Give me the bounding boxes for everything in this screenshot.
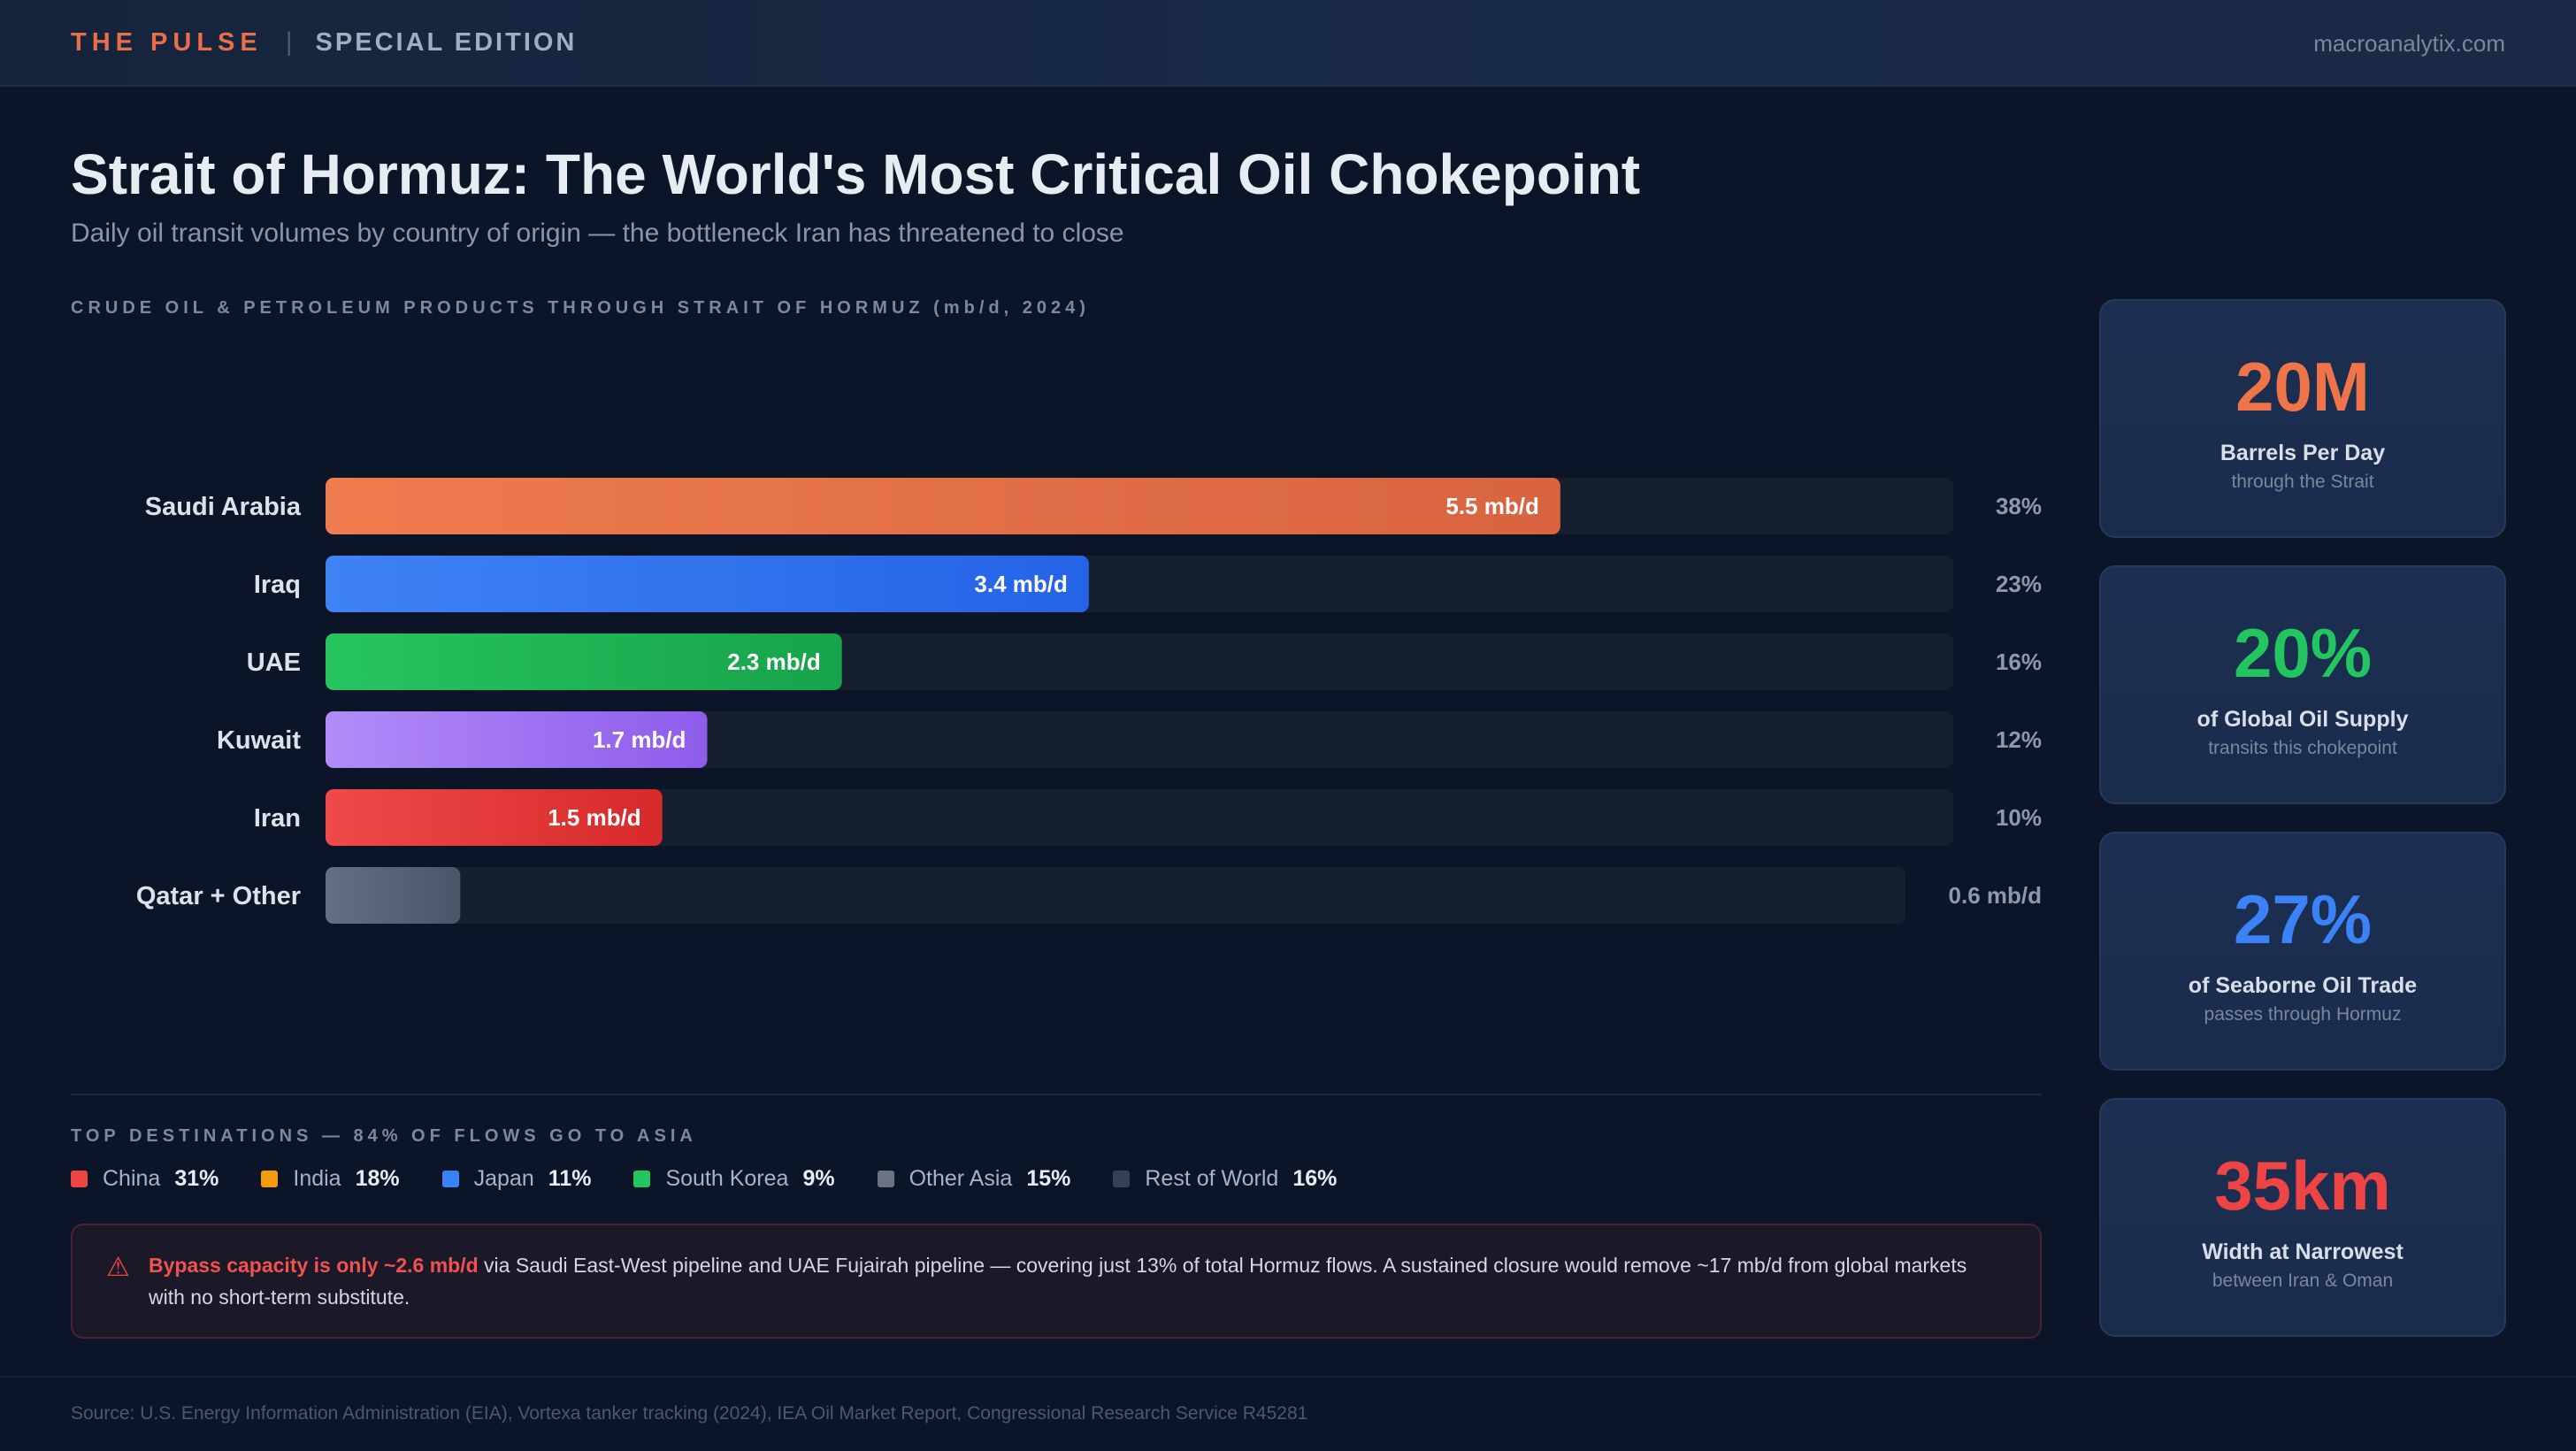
legend-swatch	[261, 1171, 279, 1187]
legend-name: Rest of World	[1145, 1166, 1279, 1191]
legend-name: Other Asia	[908, 1166, 1013, 1191]
bar-track	[326, 867, 1905, 924]
warning-icon: ⚠	[106, 1253, 130, 1282]
legend-value: 9%	[802, 1166, 835, 1191]
stat-value: 27%	[2233, 880, 2373, 958]
legend-name: India	[293, 1166, 341, 1191]
legend-item: Japan 11%	[441, 1166, 592, 1192]
stat-label: of Seaborne Oil Trade	[2188, 973, 2418, 998]
stat-sub: between Iran & Oman	[2212, 1271, 2394, 1291]
source-note: Source: U.S. Energy Information Administ…	[71, 1403, 1308, 1424]
destinations-legend: China 31% India 18% Japan 11% South Korea 9% Oth…	[71, 1166, 1379, 1192]
bar-share-label: 0.6 mb/d	[1949, 882, 2042, 909]
stat-card-seaborne-trade: 27% of Seaborne Oil Trade passes through…	[2099, 832, 2506, 1071]
bar-value-label: 5.5 mb/d	[1445, 493, 1538, 519]
bar-track	[326, 789, 1953, 846]
bar-track	[326, 711, 1953, 768]
bar	[326, 789, 663, 846]
bar-value-label: 3.4 mb/d	[974, 571, 1067, 597]
transit-bar-chart: Saudi Arabia 5.5 mb/d 38% Iraq 3.4 mb/d 23% UA…	[136, 478, 2042, 924]
page-subtitle: Daily oil transit volumes by country of …	[71, 219, 1124, 248]
bar-category-label: Iran	[254, 804, 301, 833]
bar-value-label: 2.3 mb/d	[727, 649, 820, 675]
stat-sub: transits this chokepoint	[2208, 738, 2397, 758]
legend-item: China 31%	[71, 1166, 218, 1192]
legend-swatch	[1113, 1171, 1131, 1187]
section-divider	[71, 1094, 2042, 1095]
bar	[326, 556, 1089, 612]
header-separator: |	[285, 27, 293, 57]
bar	[326, 711, 708, 768]
page-title: Strait of Hormuz: The World's Most Criti…	[71, 142, 1641, 206]
brand-name: THE PULSE	[71, 27, 263, 57]
bar-category-label: Kuwait	[217, 726, 301, 755]
bar-share-label: 12%	[1996, 726, 2042, 753]
bar-category-label: Saudi Arabia	[145, 493, 302, 521]
footer-divider	[0, 1376, 2576, 1378]
alert-emphasis: Bypass capacity is only ~2.6 mb/d	[149, 1254, 479, 1277]
legend-swatch	[877, 1171, 894, 1187]
legend-value: 18%	[355, 1166, 400, 1191]
legend-name: China	[103, 1166, 161, 1191]
legend-value: 31%	[174, 1166, 219, 1191]
stat-card-global-supply: 20% of Global Oil Supply transits this c…	[2099, 565, 2506, 804]
legend-value: 16%	[1292, 1166, 1338, 1191]
stat-value: 35km	[2214, 1147, 2391, 1225]
stat-label: of Global Oil Supply	[2196, 707, 2409, 732]
legend-value: 11%	[548, 1166, 592, 1191]
chart-section-label: CRUDE OIL & PETROLEUM PRODUCTS THROUGH S…	[71, 298, 1090, 318]
stat-card-barrels: 20M Barrels Per Day through the Strait	[2099, 299, 2506, 538]
bar-category-label: Iraq	[254, 571, 301, 599]
stat-sub: passes through Hormuz	[2204, 1004, 2402, 1025]
alert-text: Bypass capacity is only ~2.6 mb/d via Sa…	[149, 1249, 1987, 1313]
edition-label: SPECIAL EDITION	[315, 27, 578, 57]
stat-value: 20M	[2235, 348, 2370, 426]
stat-label: Width at Narrowest	[2202, 1240, 2404, 1264]
stat-sub: through the Strait	[2231, 472, 2374, 492]
legend-name: South Korea	[665, 1166, 789, 1191]
bar-share-label: 38%	[1996, 493, 2042, 519]
bar-share-label: 23%	[1996, 571, 2042, 597]
bar-category-label: UAE	[247, 649, 301, 677]
legend-item: India 18%	[261, 1166, 400, 1192]
legend-item: South Korea 9%	[633, 1166, 835, 1192]
bar	[326, 867, 461, 924]
stat-label: Barrels Per Day	[2220, 441, 2386, 465]
bar	[326, 633, 842, 690]
alert-body: via Saudi East-West pipeline and UAE Fuj…	[149, 1254, 1967, 1309]
bar-value-label: 1.5 mb/d	[548, 804, 640, 831]
legend-swatch	[71, 1171, 88, 1187]
legend-swatch	[633, 1171, 651, 1187]
legend-swatch	[441, 1171, 459, 1187]
bar-value-label: 1.7 mb/d	[593, 726, 686, 753]
bar	[326, 478, 1560, 534]
stat-card-width: 35km Width at Narrowest between Iran & O…	[2099, 1098, 2506, 1337]
bar-share-label: 16%	[1996, 649, 2042, 675]
bar-share-label: 10%	[1996, 804, 2042, 831]
destinations-section-label: TOP DESTINATIONS — 84% OF FLOWS GO TO AS…	[71, 1126, 697, 1146]
bar-category-label: Qatar + Other	[136, 882, 301, 910]
bypass-alert: ⚠ Bypass capacity is only ~2.6 mb/d via …	[71, 1224, 2042, 1339]
site-link[interactable]: macroanalytix.com	[2313, 30, 2505, 57]
legend-value: 15%	[1026, 1166, 1071, 1191]
stat-value: 20%	[2233, 614, 2373, 692]
top-bar: THE PULSE | SPECIAL EDITION macroanalyti…	[0, 0, 2576, 87]
legend-item: Other Asia 15%	[877, 1166, 1071, 1192]
legend-name: Japan	[473, 1166, 534, 1191]
legend-item: Rest of World 16%	[1113, 1166, 1337, 1192]
